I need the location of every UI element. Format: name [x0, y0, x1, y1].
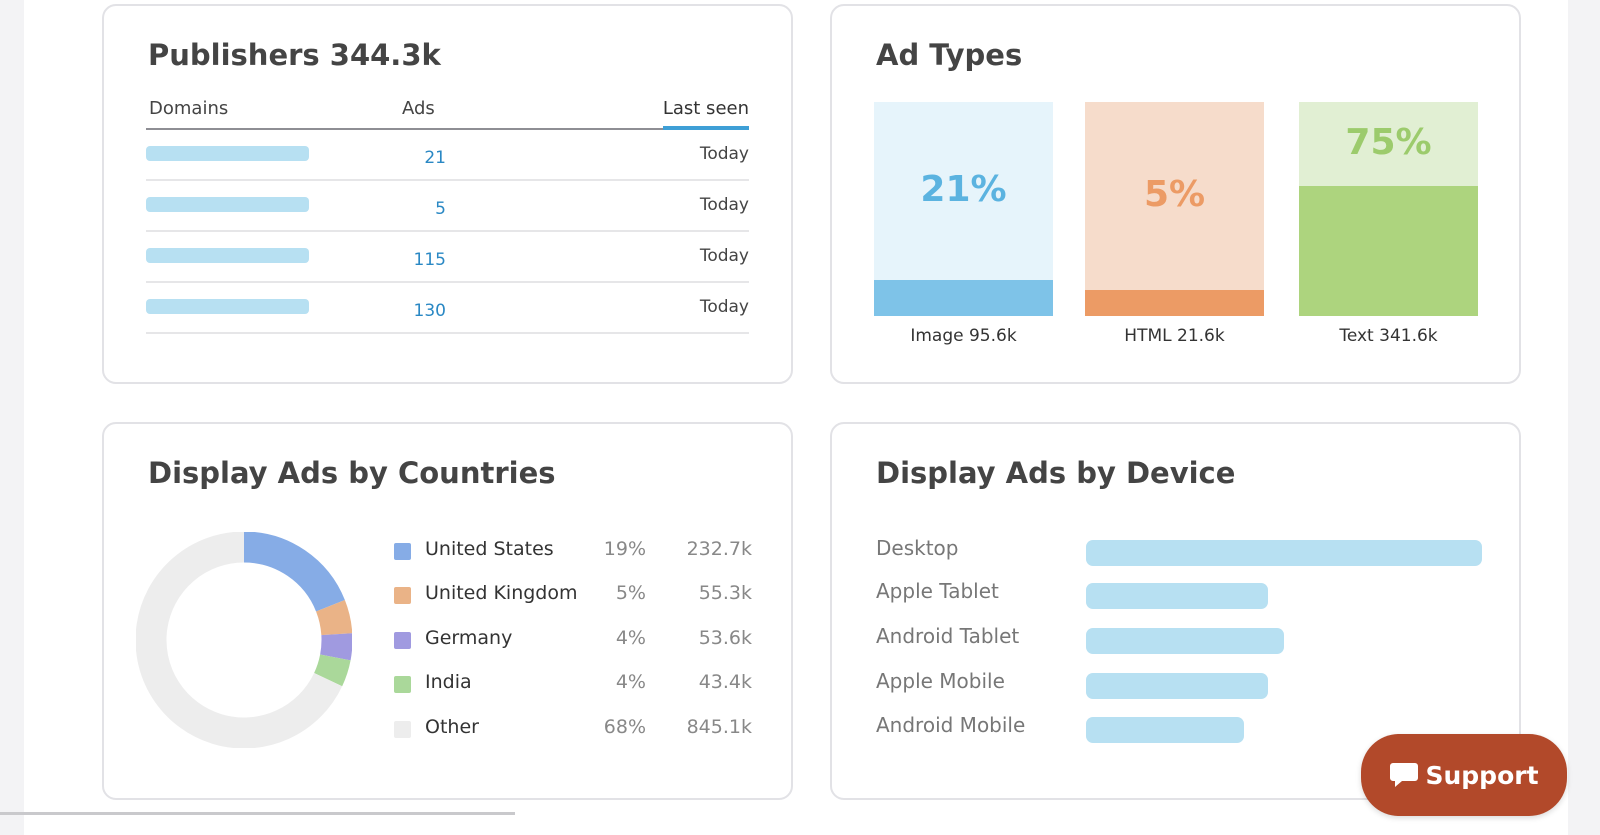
domain-placeholder-bar[interactable] — [146, 197, 309, 212]
countries-card: Display Ads by Countries United States 1… — [102, 422, 793, 800]
donut-slice-germany[interactable] — [320, 633, 352, 661]
table-row: 5 Today — [146, 181, 749, 232]
country-name: Other — [425, 716, 479, 738]
legend-item[interactable]: India 4% 43.4k — [394, 669, 752, 699]
ad-types-title: Ad Types — [876, 38, 1023, 72]
ad-type-fill — [1085, 290, 1264, 316]
device-label: Android Mobile — [876, 713, 1026, 737]
device-row: Desktop — [876, 536, 1488, 566]
last-seen: Today — [699, 246, 749, 266]
ad-types-card: Ad Types 21% Image 95.6k 5% HTML 21.6k 7… — [830, 4, 1521, 384]
device-row: Android Mobile — [876, 713, 1488, 743]
column-header-ads[interactable]: Ads — [402, 98, 435, 119]
table-row: 115 Today — [146, 232, 749, 283]
sort-indicator — [663, 126, 749, 130]
publishers-title: Publishers 344.3k — [148, 38, 441, 72]
legend-swatch — [394, 587, 411, 604]
legend-item[interactable]: Other 68% 845.1k — [394, 714, 752, 744]
country-name: Germany — [425, 627, 513, 649]
dashboard-page: Publishers 344.3k Domains Ads Last seen … — [24, 0, 1568, 835]
legend-item[interactable]: United Kingdom 5% 55.3k — [394, 580, 752, 610]
ads-count[interactable]: 115 — [413, 250, 446, 270]
country-name: United States — [425, 538, 554, 560]
ads-count[interactable]: 5 — [435, 199, 446, 219]
donut-slice-united-states[interactable] — [243, 532, 345, 612]
legend-item[interactable]: United States 19% 232.7k — [394, 536, 752, 566]
device-label: Apple Tablet — [876, 579, 999, 603]
device-bar[interactable] — [1086, 583, 1268, 609]
country-value: 43.4k — [698, 671, 752, 693]
country-name: United Kingdom — [425, 582, 578, 604]
country-percent: 19% — [603, 538, 646, 560]
legend-item[interactable]: Germany 4% 53.6k — [394, 625, 752, 655]
chat-bubble-icon — [1390, 763, 1419, 787]
device-row: Apple Mobile — [876, 669, 1488, 699]
donut-slice-united-kingdom[interactable] — [315, 600, 352, 636]
domain-placeholder-bar[interactable] — [146, 299, 309, 314]
legend-swatch — [394, 543, 411, 560]
publishers-card: Publishers 344.3k Domains Ads Last seen … — [102, 4, 793, 384]
donut-slice-other[interactable] — [136, 532, 343, 748]
ad-type-percent: 21% — [920, 168, 1007, 210]
countries-title: Display Ads by Countries — [148, 456, 556, 490]
domain-placeholder-bar[interactable] — [146, 248, 309, 263]
ads-count[interactable]: 130 — [413, 301, 446, 321]
header-divider — [146, 128, 749, 130]
country-percent: 4% — [615, 627, 646, 649]
domain-placeholder-bar[interactable] — [146, 146, 309, 161]
device-bar[interactable] — [1086, 540, 1482, 566]
country-name: India — [425, 671, 472, 693]
last-seen: Today — [699, 195, 749, 215]
ad-type-label: HTML 21.6k — [1124, 326, 1225, 346]
horizontal-scrollbar[interactable] — [0, 812, 515, 815]
device-label: Apple Mobile — [876, 669, 1005, 693]
legend-swatch — [394, 676, 411, 693]
ad-type-label: Image 95.6k — [910, 326, 1017, 346]
last-seen: Today — [699, 144, 749, 164]
country-percent: 5% — [615, 582, 646, 604]
ad-type-label: Text 341.6k — [1339, 326, 1438, 346]
country-percent: 68% — [603, 716, 646, 738]
country-percent: 4% — [615, 671, 646, 693]
column-header-last-seen[interactable]: Last seen — [662, 98, 749, 119]
device-label: Android Tablet — [876, 624, 1020, 648]
device-row: Apple Tablet — [876, 579, 1488, 609]
last-seen: Today — [699, 297, 749, 317]
legend-swatch — [394, 632, 411, 649]
countries-donut-chart[interactable] — [136, 532, 352, 748]
ad-type-text-column[interactable]: 75% — [1299, 102, 1478, 316]
ads-count[interactable]: 21 — [424, 148, 446, 168]
donut-slice-india[interactable] — [313, 654, 351, 687]
ad-type-fill — [874, 279, 1053, 316]
device-bar[interactable] — [1086, 628, 1284, 654]
support-label: Support — [1425, 760, 1539, 790]
ad-type-image-column[interactable]: 21% — [874, 102, 1053, 316]
country-value: 53.6k — [698, 627, 752, 649]
country-value: 55.3k — [698, 582, 752, 604]
ad-type-percent: 75% — [1345, 121, 1432, 163]
legend-swatch — [394, 721, 411, 738]
device-title: Display Ads by Device — [876, 456, 1236, 490]
device-bar[interactable] — [1086, 717, 1244, 743]
device-bar[interactable] — [1086, 673, 1268, 699]
table-row: 21 Today — [146, 130, 749, 181]
device-label: Desktop — [876, 536, 959, 560]
country-value: 232.7k — [686, 538, 752, 560]
support-button[interactable]: Support — [1361, 734, 1567, 816]
column-header-domains[interactable]: Domains — [149, 98, 229, 119]
country-value: 845.1k — [686, 716, 752, 738]
ad-type-html-column[interactable]: 5% — [1085, 102, 1264, 316]
device-row: Android Tablet — [876, 624, 1488, 654]
ad-type-fill — [1299, 186, 1478, 316]
table-row: 130 Today — [146, 283, 749, 334]
ad-type-percent: 5% — [1143, 174, 1206, 215]
